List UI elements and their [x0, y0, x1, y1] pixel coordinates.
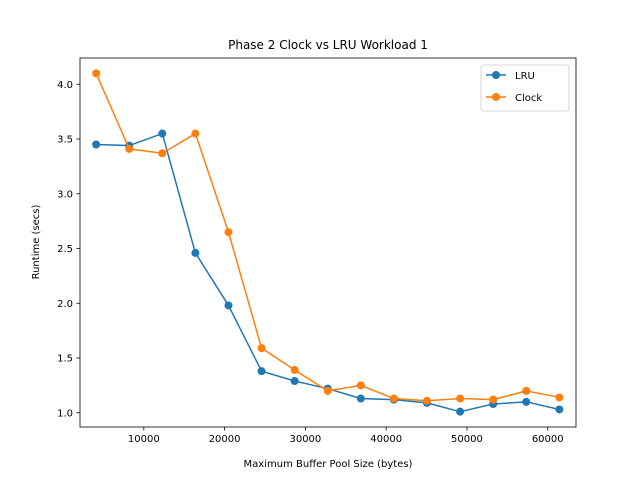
- data-point-lru: [224, 301, 233, 310]
- data-point-clock: [389, 394, 398, 403]
- plot-area-frame: [79, 57, 577, 428]
- y-axis: 1.0 1.5 2.0 2.5 3.0 3.5 4.0: [57, 80, 80, 419]
- data-point-clock: [290, 366, 299, 375]
- data-point-clock: [224, 228, 233, 237]
- legend-swatch-marker-clock: [492, 93, 500, 101]
- x-axis: 10000 20000 30000 40000 50000 60000: [128, 427, 564, 445]
- data-point-clock: [423, 396, 432, 405]
- x-axis-label: Maximum Buffer Pool Size (bytes): [244, 459, 413, 470]
- data-point-clock: [522, 386, 531, 395]
- y-tick-label: 3.5: [57, 135, 73, 146]
- data-point-clock: [158, 149, 167, 158]
- legend-label-clock: Clock: [515, 93, 542, 104]
- data-point-lru: [356, 394, 365, 403]
- data-point-clock: [191, 129, 200, 138]
- series-layer: [92, 69, 564, 416]
- data-point-clock: [257, 344, 266, 353]
- data-point-lru: [522, 397, 531, 406]
- y-tick-label: 2.5: [57, 244, 73, 255]
- data-point-clock: [125, 144, 134, 153]
- y-tick-label: 1.5: [57, 354, 73, 365]
- x-tick-label: 50000: [451, 434, 483, 445]
- data-point-lru: [290, 377, 299, 386]
- y-tick-label: 2.0: [57, 299, 73, 310]
- data-point-clock: [92, 69, 101, 78]
- legend-swatch-marker-lru: [492, 71, 500, 79]
- x-tick-label: 30000: [289, 434, 321, 445]
- data-point-lru: [158, 129, 167, 138]
- data-point-lru: [92, 140, 101, 149]
- data-point-clock: [356, 381, 365, 390]
- legend: LRU Clock: [480, 64, 570, 112]
- x-tick-label: 20000: [209, 434, 241, 445]
- data-point-clock: [323, 386, 332, 395]
- data-point-lru: [257, 367, 266, 376]
- x-tick-label: 10000: [128, 434, 160, 445]
- chart-title: Phase 2 Clock vs LRU Workload 1: [228, 38, 428, 52]
- y-tick-label: 3.0: [57, 189, 73, 200]
- legend-label-lru: LRU: [515, 71, 535, 82]
- data-point-clock: [456, 394, 465, 403]
- y-axis-label: Runtime (secs): [31, 204, 42, 279]
- legend-box: [480, 64, 570, 112]
- data-point-lru: [555, 405, 564, 414]
- data-point-lru: [456, 407, 465, 416]
- data-point-clock: [555, 393, 564, 402]
- y-tick-label: 1.0: [57, 408, 73, 419]
- data-point-lru: [191, 248, 200, 257]
- x-tick-label: 40000: [370, 434, 402, 445]
- y-tick-label: 4.0: [57, 80, 73, 91]
- x-tick-label: 60000: [532, 434, 564, 445]
- data-point-clock: [489, 395, 498, 404]
